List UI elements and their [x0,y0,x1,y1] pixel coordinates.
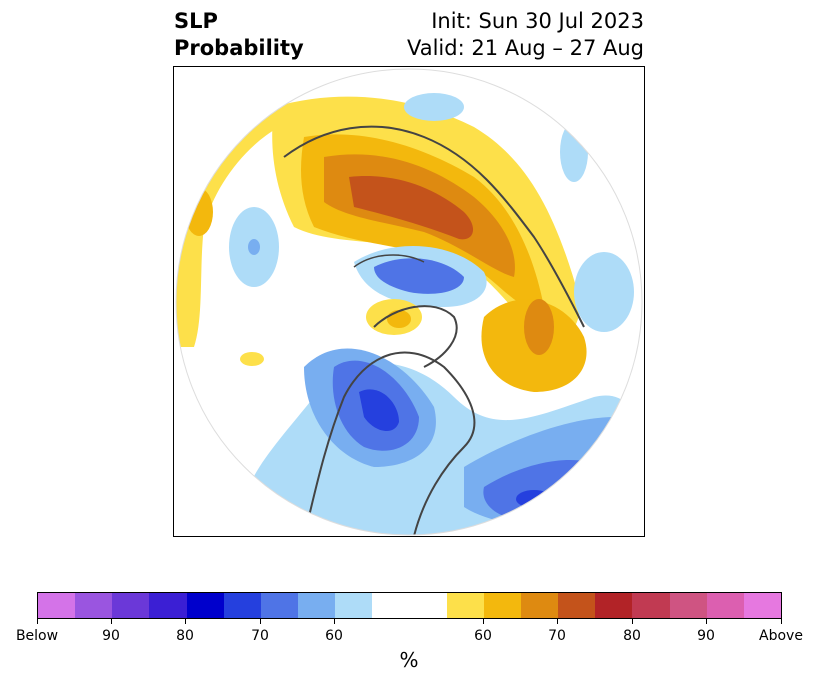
colorbar-segment [112,593,150,618]
colorbar [37,592,782,619]
colorbar-segment [372,593,447,618]
colorbar-tick-label: 60 [474,628,492,644]
colorbar-tick-label: 80 [623,628,641,644]
colorbar-segment [223,593,261,618]
colorbar-segment [632,593,670,618]
chart-title-left: SLP Probability [174,8,304,62]
colorbar-segment [298,593,336,618]
colorbar-tick-label: 90 [102,628,120,644]
colorbar-segment [186,593,224,618]
colorbar-segment [521,593,559,618]
colorbar-segment [75,593,113,618]
polar-map [173,66,645,537]
colorbar-tick-mark [557,619,558,624]
colorbar-tick-label: 70 [548,628,566,644]
colorbar-segment [669,593,707,618]
chart-title-right: Init: Sun 30 Jul 2023 Valid: 21 Aug – 27… [407,8,644,62]
probability-field [175,68,643,536]
title-probability: Probability [174,36,304,60]
colorbar-tick-mark [334,619,335,624]
colorbar-tick-mark [37,619,38,624]
colorbar-segment [483,593,522,618]
colorbar-tick-mark [781,619,782,624]
colorbar-tick-mark [632,619,633,624]
colorbar-segment [743,593,782,618]
colorbar-segment [149,593,187,618]
colorbar-tick-mark [706,619,707,624]
colorbar-tick-label: 80 [176,628,194,644]
colorbar-segment [38,593,76,618]
colorbar-segment [335,593,373,618]
colorbar-segment [595,593,633,618]
colorbar-unit: % [399,648,419,672]
init-date: Init: Sun 30 Jul 2023 [431,9,644,33]
colorbar-tick-label: 60 [325,628,343,644]
title-slp: SLP [174,9,218,33]
colorbar-segment [446,593,484,618]
colorbar-segment [260,593,299,618]
colorbar-tick-label: Above [759,628,803,644]
colorbar-tick-mark [260,619,261,624]
colorbar-segment [706,593,744,618]
colorbar-tick-label: 90 [697,628,715,644]
valid-range: Valid: 21 Aug – 27 Aug [406,36,644,60]
colorbar-segment [558,593,596,618]
colorbar-tick-mark [111,619,112,624]
colorbar-tick-label: Below [15,628,59,644]
colorbar-tick-mark [483,619,484,624]
colorbar-tick-label: 70 [251,628,269,644]
colorbar-tick-mark [185,619,186,624]
